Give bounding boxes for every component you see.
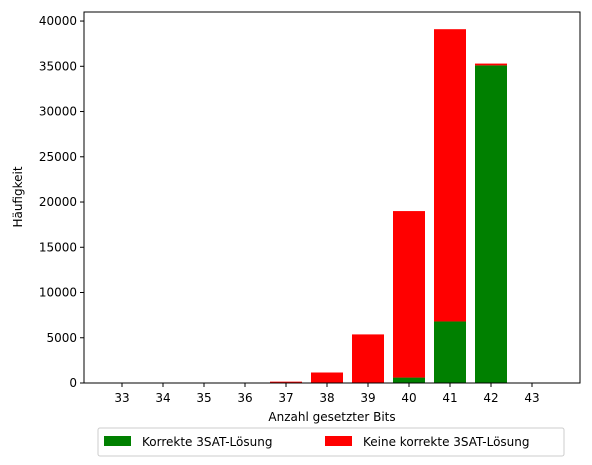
y-axis: 0 5000 10000 15000 20000 25000 30000 35000 40000 bbox=[39, 14, 84, 390]
bar-incorrect-37 bbox=[270, 381, 302, 383]
y-tick-label-20000: 20000 bbox=[39, 195, 77, 209]
x-tick-label-38: 38 bbox=[319, 391, 334, 405]
plot-frame bbox=[83, 11, 581, 384]
bar-correct-42 bbox=[475, 65, 507, 383]
x-tick-label-43: 43 bbox=[524, 391, 539, 405]
legend-label-incorrect: Keine korrekte 3SAT-Lösung bbox=[363, 435, 530, 449]
legend-swatch-correct bbox=[104, 436, 131, 446]
y-tick-label-0: 0 bbox=[69, 376, 77, 390]
bar-incorrect-38 bbox=[311, 372, 343, 383]
y-tick-label-40000: 40000 bbox=[39, 14, 77, 28]
y-tick-label-35000: 35000 bbox=[39, 59, 77, 73]
bar-incorrect-41 bbox=[434, 29, 466, 322]
bar-correct-41 bbox=[434, 321, 466, 383]
y-axis-label: Häufigkeit bbox=[11, 166, 25, 227]
y-tick-label-15000: 15000 bbox=[39, 240, 77, 254]
x-tick-label-39: 39 bbox=[360, 391, 375, 405]
x-tick-label-42: 42 bbox=[483, 391, 498, 405]
x-tick-label-34: 34 bbox=[155, 391, 170, 405]
x-tick-label-40: 40 bbox=[401, 391, 416, 405]
bar-correct-40 bbox=[393, 377, 425, 383]
bar-group bbox=[270, 29, 507, 384]
y-tick-label-10000: 10000 bbox=[39, 286, 77, 300]
x-axis: 33 34 35 36 37 38 39 40 41 42 43 bbox=[114, 383, 540, 405]
bar-incorrect-39 bbox=[352, 334, 384, 383]
x-axis-label: Anzahl gesetzter Bits bbox=[268, 410, 395, 424]
x-tick-label-33: 33 bbox=[114, 391, 129, 405]
legend: Korrekte 3SAT-Lösung Keine korrekte 3SAT… bbox=[97, 427, 565, 457]
x-tick-label-35: 35 bbox=[196, 391, 211, 405]
y-tick-label-30000: 30000 bbox=[39, 105, 77, 119]
y-tick-label-5000: 5000 bbox=[46, 331, 77, 345]
legend-swatch-incorrect bbox=[325, 436, 352, 446]
x-tick-label-36: 36 bbox=[237, 391, 252, 405]
bar-incorrect-42 bbox=[475, 63, 507, 66]
x-tick-label-41: 41 bbox=[442, 391, 457, 405]
x-tick-label-37: 37 bbox=[278, 391, 293, 405]
bar-incorrect-40 bbox=[393, 211, 425, 378]
legend-label-correct: Korrekte 3SAT-Lösung bbox=[142, 435, 272, 449]
y-tick-label-25000: 25000 bbox=[39, 150, 77, 164]
